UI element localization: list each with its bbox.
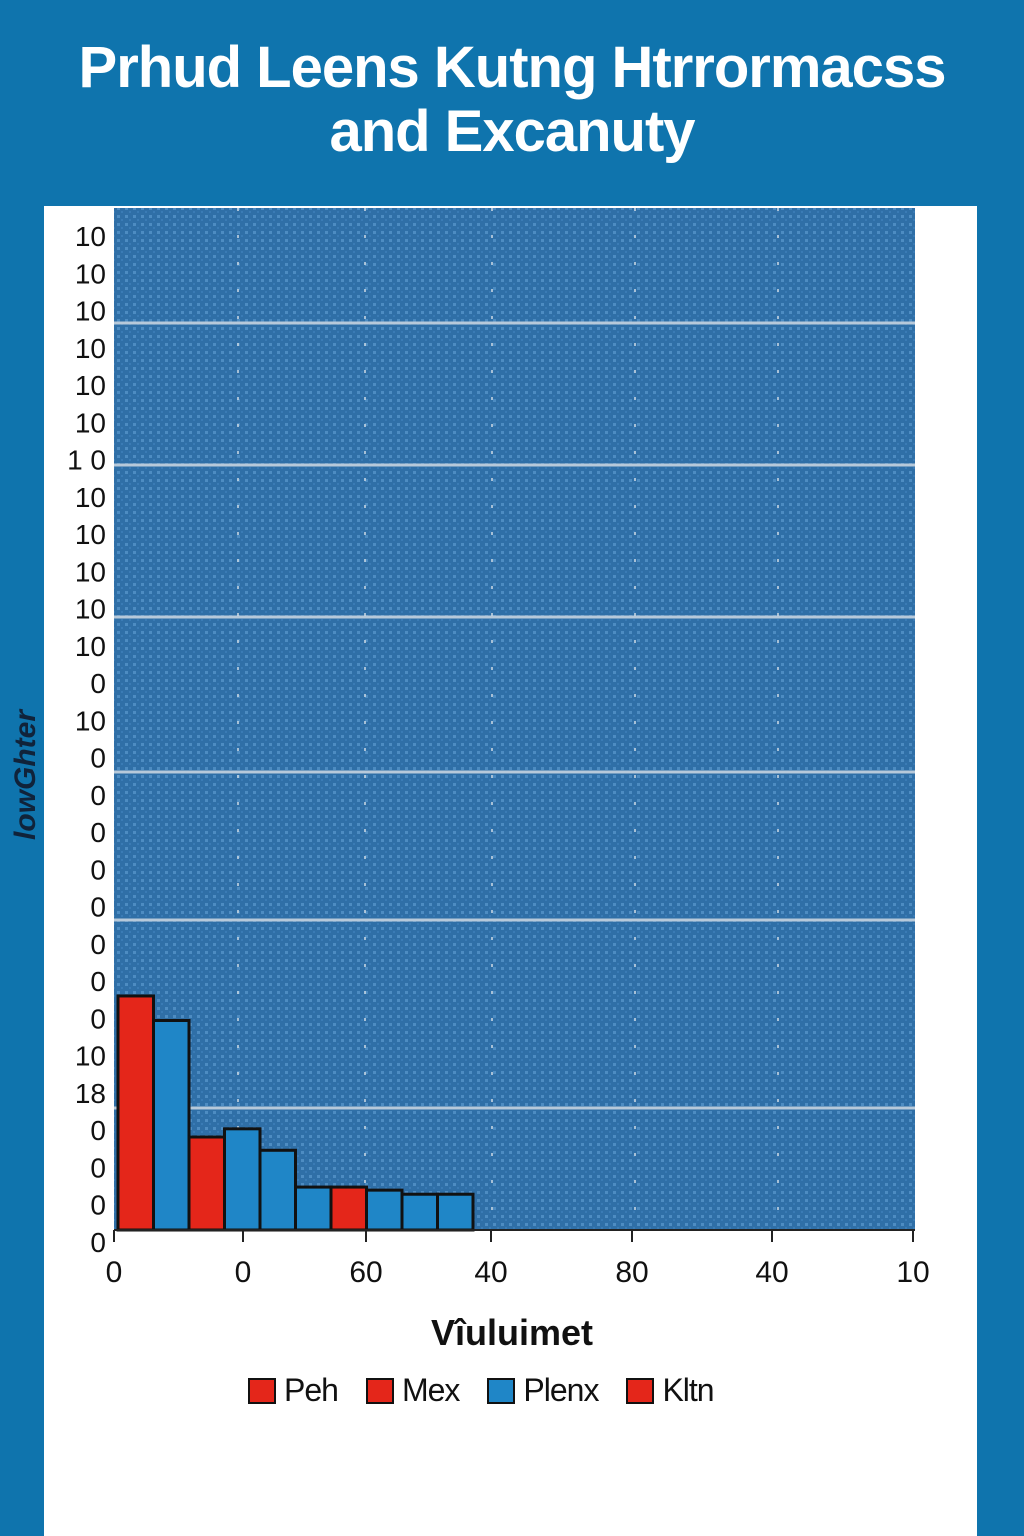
legend-swatch-3 — [626, 1377, 655, 1404]
y-axis-label: lowGhter — [6, 680, 46, 870]
bar-6 — [329, 1185, 368, 1232]
y-tick-label-12: 0 — [90, 668, 106, 699]
legend-item-0: Peh — [248, 1372, 339, 1409]
legend-swatch-1 — [365, 1377, 394, 1404]
legend-item-2: Plenx — [487, 1372, 599, 1409]
legend-swatch-0 — [248, 1377, 276, 1404]
y-tick-label-16: 0 — [90, 817, 106, 848]
bar-5 — [294, 1185, 333, 1232]
x-tick-label-1: 0 — [235, 1256, 252, 1289]
bar-1 — [152, 1018, 191, 1232]
y-tick-label-25: 0 — [90, 1152, 106, 1183]
y-tick-label-19: 0 — [90, 929, 106, 960]
legend-label-0: Peh — [284, 1372, 339, 1408]
bar-3 — [223, 1127, 262, 1232]
legend-item-1: Mex — [365, 1372, 460, 1409]
plot-area — [114, 208, 915, 1230]
x-tick-label-6: 10 — [896, 1256, 929, 1289]
y-tick-label-9: 10 — [75, 556, 106, 587]
y-tick-label-2: 10 — [75, 296, 106, 327]
y-tick-label-5: 10 — [75, 407, 106, 438]
y-axis-label-text: lowGhter — [9, 709, 43, 841]
legend-label-2: Plenx — [523, 1372, 599, 1408]
y-tick-label-22: 10 — [75, 1041, 106, 1072]
y-tick-label-8: 10 — [75, 519, 106, 550]
bar-8 — [400, 1192, 439, 1232]
y-tick-label-18: 0 — [90, 892, 106, 923]
x-tick-label-5: 40 — [755, 1256, 788, 1289]
legend: Peh Mex Plenx Kltn — [248, 1372, 742, 1409]
x-tick-label-4: 80 — [615, 1256, 648, 1289]
x-tick-label-3: 40 — [474, 1256, 507, 1289]
bar-4 — [258, 1148, 297, 1232]
y-tick-label-10: 10 — [75, 594, 106, 625]
bar-0 — [116, 994, 155, 1232]
y-tick-label-27: 0 — [90, 1227, 106, 1258]
y-tick-label-17: 0 — [90, 854, 106, 885]
y-tick-label-15: 0 — [90, 780, 106, 811]
legend-swatch-2 — [487, 1377, 516, 1404]
y-tick-label-1: 10 — [75, 258, 106, 289]
y-tick-label-20: 0 — [90, 966, 106, 997]
bar-7 — [365, 1188, 404, 1232]
x-axis-label: Vîuluimet — [430, 1312, 594, 1353]
bar-2 — [187, 1135, 226, 1232]
chart-title-line-2: and Excanuty — [329, 99, 695, 164]
chart-title-line-1: Prhud Leens Kutng Htrrormacss — [78, 35, 947, 100]
y-tick-label-14: 0 — [90, 743, 106, 774]
y-tick-label-13: 10 — [75, 705, 106, 736]
legend-label-1: Mex — [401, 1372, 460, 1408]
y-tick-label-24: 0 — [90, 1115, 106, 1146]
chart-title: Prhud Leens Kutng Htrrormacss and Excanu… — [0, 36, 1024, 164]
legend-item-3: Kltn — [626, 1372, 715, 1409]
y-tick-label-4: 10 — [75, 370, 106, 401]
y-tick-label-26: 0 — [90, 1190, 106, 1221]
y-tick-label-23: 18 — [75, 1078, 106, 1109]
legend-label-3: Kltn — [662, 1372, 714, 1408]
chart-panel: 10 10 10 10 10 10 1 0 10 10 10 10 10 0 10 0 0 0 0 0 0 0 0 10 18… — [44, 206, 977, 1536]
y-tick-label-0: 10 — [75, 221, 106, 252]
y-tick-label-3: 10 — [75, 333, 106, 364]
y-tick-label-21: 0 — [90, 1003, 106, 1034]
y-tick-label-6: 1 0 — [67, 445, 106, 476]
y-tick-label-11: 10 — [75, 631, 106, 662]
bar-9 — [436, 1192, 475, 1232]
y-tick-label-7: 10 — [75, 482, 106, 513]
x-tick-label-0: 0 — [106, 1256, 123, 1289]
x-tick-label-2: 60 — [349, 1256, 382, 1289]
